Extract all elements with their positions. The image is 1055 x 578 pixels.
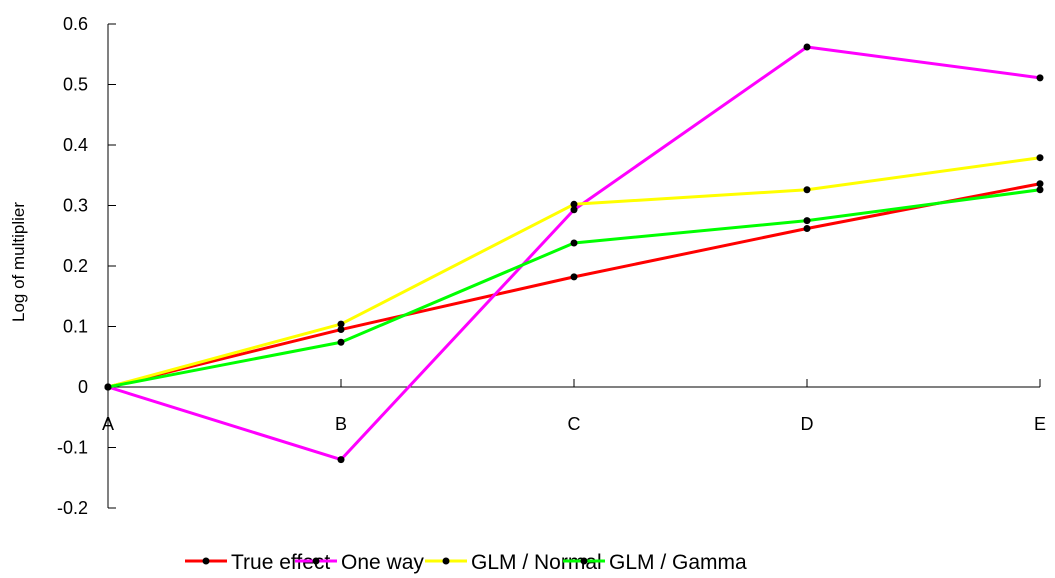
x-tick-label: E <box>1034 414 1046 434</box>
y-tick-label: 0.6 <box>63 14 88 34</box>
data-point <box>570 206 578 214</box>
data-point <box>337 456 345 464</box>
y-tick-label: 0.4 <box>63 135 88 155</box>
legend-swatch-marker <box>580 557 588 565</box>
series-glm-gamma <box>104 186 1044 391</box>
data-point <box>570 239 578 247</box>
y-tick-label: -0.1 <box>57 438 88 458</box>
data-point <box>1036 74 1044 82</box>
legend-item: GLM / Gamma <box>563 551 747 574</box>
x-tick-label: B <box>335 414 347 434</box>
series-line <box>107 45 1041 462</box>
x-ticks: A B C D E <box>102 379 1046 434</box>
legend-item: One way <box>295 551 424 574</box>
y-tick-label: 0.5 <box>63 75 88 95</box>
legend-swatch-marker <box>442 557 450 565</box>
x-tick-label: C <box>568 414 581 434</box>
x-tick-label: D <box>801 414 814 434</box>
y-tick-label: 0.1 <box>63 317 88 337</box>
legend-label: One way <box>341 551 424 574</box>
data-point <box>337 338 345 346</box>
data-point <box>803 186 811 194</box>
legend-swatch-marker <box>202 557 210 565</box>
data-point <box>803 224 811 232</box>
legend-item: True effect <box>185 551 330 574</box>
y-tick-label: 0.3 <box>63 196 88 216</box>
legend-swatch-marker <box>312 557 320 565</box>
y-tick-label: -0.2 <box>57 498 88 518</box>
series-line <box>107 188 1041 389</box>
data-point <box>1036 154 1044 162</box>
series-one-way <box>104 43 1044 464</box>
data-point <box>803 43 811 51</box>
y-axis-title: Log of multiplier <box>9 202 28 322</box>
data-point <box>1036 186 1044 194</box>
series-line <box>107 182 1041 389</box>
axes <box>107 24 1040 508</box>
data-point <box>570 273 578 281</box>
legend: True effect One way GLM / Normal GLM / Gamm… <box>185 551 747 574</box>
legend-label: True effect <box>231 551 330 574</box>
data-point <box>803 217 811 225</box>
data-point <box>337 320 345 328</box>
y-tick-label: 0.2 <box>63 256 88 276</box>
data-point <box>337 326 345 334</box>
legend-label: GLM / Normal <box>471 551 602 574</box>
data-point <box>1036 180 1044 188</box>
x-tick-label: A <box>102 414 114 434</box>
series-glm-normal <box>104 154 1044 391</box>
data-point <box>570 200 578 208</box>
data-point <box>104 383 112 391</box>
legend-label: GLM / Gamma <box>609 551 747 574</box>
y-ticks: -0.2 -0.1 0 0.1 0.2 0.3 0.4 0.5 0.6 <box>57 14 116 518</box>
legend-item: GLM / Normal <box>425 551 602 574</box>
series-layer <box>104 43 1044 464</box>
y-tick-label: 0 <box>78 377 88 397</box>
